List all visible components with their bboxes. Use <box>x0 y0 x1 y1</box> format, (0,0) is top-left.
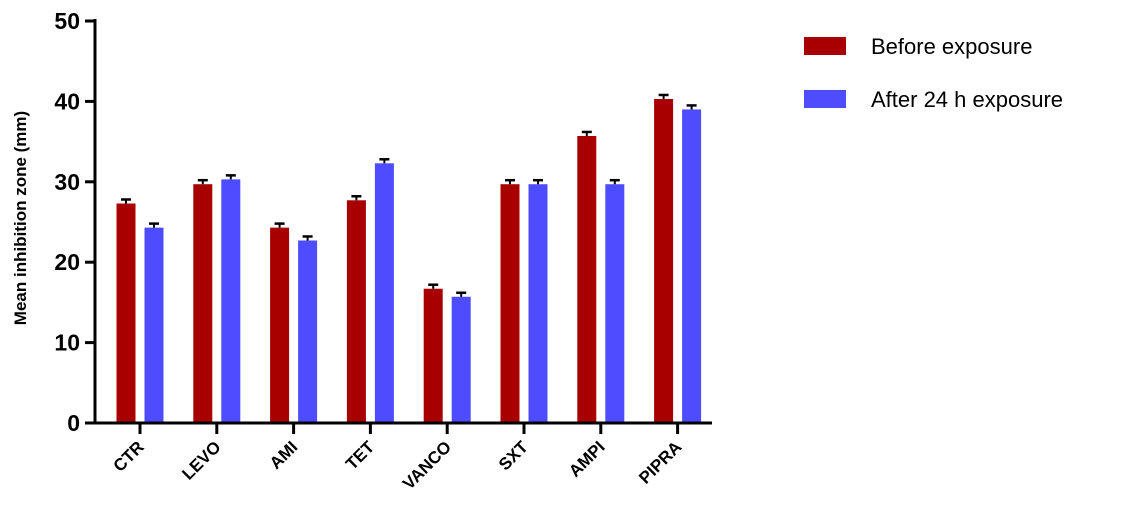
bar <box>193 184 213 423</box>
bar <box>528 184 548 423</box>
bar <box>116 203 136 423</box>
legend-label: After 24 h exposure <box>871 87 1063 112</box>
y-tick-label: 50 <box>54 8 80 34</box>
legend-swatch <box>804 90 846 108</box>
bar <box>654 98 674 423</box>
bar <box>682 109 702 423</box>
bar <box>605 184 625 423</box>
bar <box>221 179 241 423</box>
bar <box>374 163 394 424</box>
x-tick-label: AMI <box>266 437 301 472</box>
axes-lines <box>93 19 712 425</box>
bar <box>270 227 290 423</box>
bar <box>577 135 597 424</box>
y-tick-label: 20 <box>54 249 80 275</box>
bars-layer <box>116 93 702 424</box>
x-tick-label: LEVO <box>178 437 224 483</box>
y-tick-label: 0 <box>67 410 80 436</box>
legend-swatch <box>804 37 846 55</box>
x-tick-label: SXT <box>495 437 532 474</box>
bar <box>451 296 471 423</box>
bar <box>144 227 164 423</box>
bar <box>298 240 318 423</box>
y-tick-label: 40 <box>54 88 80 114</box>
y-tick-label: 30 <box>54 169 80 195</box>
y-axis-label: Mean inhibition zone (mm) <box>11 111 30 325</box>
y-axis: 0 10 20 30 40 50 <box>54 8 95 436</box>
x-tick-label: AMPI <box>565 437 608 480</box>
x-tick-label: PIPRA <box>635 437 685 487</box>
x-tick-label: VANCO <box>399 437 455 493</box>
x-axis: CTR LEVO AMI TET VANCO SXT AMPI PIPRA <box>110 423 685 493</box>
bar <box>500 184 520 423</box>
bar <box>423 288 443 423</box>
y-tick-label: 10 <box>54 330 80 356</box>
legend-label: Before exposure <box>871 34 1032 59</box>
x-tick-label: TET <box>342 437 379 474</box>
x-tick-label: CTR <box>110 437 148 475</box>
legend: Before exposure After 24 h exposure <box>804 34 1063 112</box>
bar <box>346 200 366 423</box>
